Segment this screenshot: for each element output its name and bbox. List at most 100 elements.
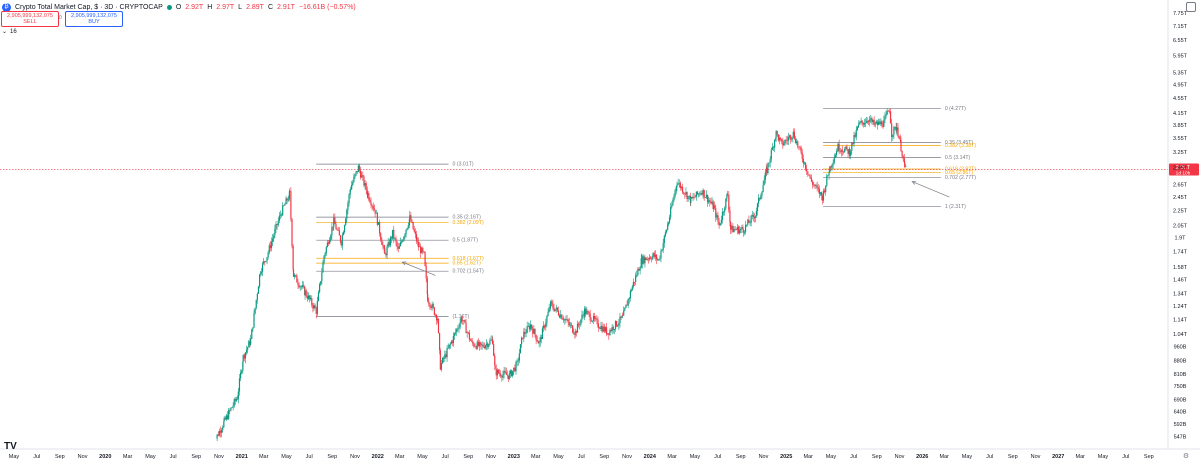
last-price-tag (1169, 163, 1199, 176)
x-tick-label: May (826, 454, 837, 460)
indicator-toggle[interactable]: ⌄ 16 (2, 28, 17, 36)
spread-value: 0 (59, 15, 62, 21)
candle-body (414, 231, 416, 235)
candle-body (478, 342, 481, 346)
buy-button[interactable]: 2,905,999,132,075 BUY (65, 11, 123, 27)
candle-body (617, 325, 619, 327)
y-tick-label: 1.34T (1173, 291, 1188, 297)
x-tick-label: Sep (327, 454, 337, 460)
candle-body (395, 238, 397, 243)
candle-body (471, 340, 473, 342)
candle-body (827, 175, 829, 176)
candle-body (821, 195, 823, 201)
candle-body (469, 339, 472, 341)
candle-body (510, 370, 513, 376)
candle-body (404, 234, 406, 237)
symbol-title[interactable]: Crypto Total Market Cap, $ · 3D · CRYPTO… (15, 3, 163, 11)
x-tick-label: 2024 (644, 454, 657, 460)
x-axis[interactable]: May Jul Sep Nov 2020 Mar May Jul Sep Nov 2021 Mar Ma… (0, 448, 1200, 460)
candle-body (851, 142, 853, 151)
y-axis[interactable]: 7.75T 7.15T 6.55T 5.95T 5.35T 4.95T 4.55T 4.15T… (1167, 0, 1188, 449)
x-tick-label: Jul (33, 454, 40, 460)
fib-level-label: 0.35 (2.16T) (453, 215, 482, 221)
symbol-legend: ₿ Crypto Total Market Cap, $ · 3D · CRYP… (2, 1, 356, 13)
candle-body (732, 225, 734, 233)
candle-body (460, 317, 463, 321)
candle-body (476, 341, 478, 349)
candle-body (449, 343, 452, 345)
candle-body (743, 231, 746, 233)
candle-body (812, 181, 814, 185)
candle-body (219, 430, 222, 433)
candle-body (698, 193, 700, 195)
bitcoin-icon[interactable]: ₿ (2, 2, 11, 12)
candle-body (417, 241, 419, 248)
candle-body (394, 238, 396, 239)
candle-body (354, 174, 356, 177)
candle-body (760, 195, 762, 200)
candle-body (462, 320, 464, 322)
candle-body (424, 252, 426, 266)
candle-body (236, 398, 238, 400)
candle-body (535, 334, 537, 341)
candle-body (287, 199, 289, 201)
fib-retracements[interactable]: 0 (3.01T) 0.35 (2.16T)0.382 (2.09T) 0.5 (1… (316, 106, 976, 320)
candle-body (833, 157, 835, 163)
y-tick-label: 2.95T (1173, 165, 1188, 171)
gear-icon[interactable]: ⚙ (1183, 452, 1189, 460)
candle-body (365, 183, 367, 191)
candle-body (481, 344, 483, 346)
candle-body (673, 195, 675, 200)
candle-body (756, 203, 759, 212)
sell-button[interactable]: 2,905,999,132,075 SELL (1, 11, 59, 27)
candle-body (609, 330, 611, 335)
y-tick-label: 4.15T (1173, 111, 1188, 117)
candle-body (772, 147, 775, 148)
candle-body (576, 323, 579, 333)
candle-body (727, 194, 729, 196)
candle-body (398, 246, 400, 249)
candle-body (277, 220, 279, 226)
candle-body (629, 290, 632, 298)
x-tick-label: Jul (306, 454, 313, 460)
candle-body (733, 229, 735, 233)
candle-body (555, 307, 557, 310)
candle-body (679, 182, 681, 188)
candle-body (453, 333, 456, 336)
candle-body (291, 218, 293, 247)
candle-body (651, 258, 653, 260)
candle-body (223, 421, 225, 428)
candle-body (408, 218, 411, 226)
candle-body (253, 313, 255, 328)
x-tick-label: Sep (191, 454, 201, 460)
ohlc-high-key: H (207, 3, 213, 11)
candle-body (347, 203, 349, 210)
candle-body (652, 252, 654, 256)
candle-body (385, 254, 387, 256)
x-tick-label: 2023 (508, 454, 520, 460)
candle-body (777, 134, 779, 141)
trend-arrows[interactable] (401, 180, 950, 276)
candle-body (750, 215, 752, 223)
candle-body (560, 314, 562, 318)
y-tick-label: 3.55T (1173, 136, 1188, 142)
last-price-countdown: 1d 10h (1176, 170, 1191, 176)
maximize-icon[interactable] (1186, 2, 1196, 12)
candle-body (233, 399, 235, 406)
candle-body (342, 232, 345, 236)
candle-body (363, 176, 365, 186)
candle-body (722, 211, 725, 213)
candle-body (616, 321, 618, 327)
candle-body (809, 175, 811, 178)
candle-body (264, 261, 266, 262)
candle-body (665, 229, 668, 233)
candle-body (744, 224, 747, 232)
candle-body (447, 347, 449, 349)
candle-body (792, 131, 794, 137)
candle-body (519, 344, 522, 354)
candle-body (637, 269, 639, 275)
candle-body (586, 311, 588, 315)
